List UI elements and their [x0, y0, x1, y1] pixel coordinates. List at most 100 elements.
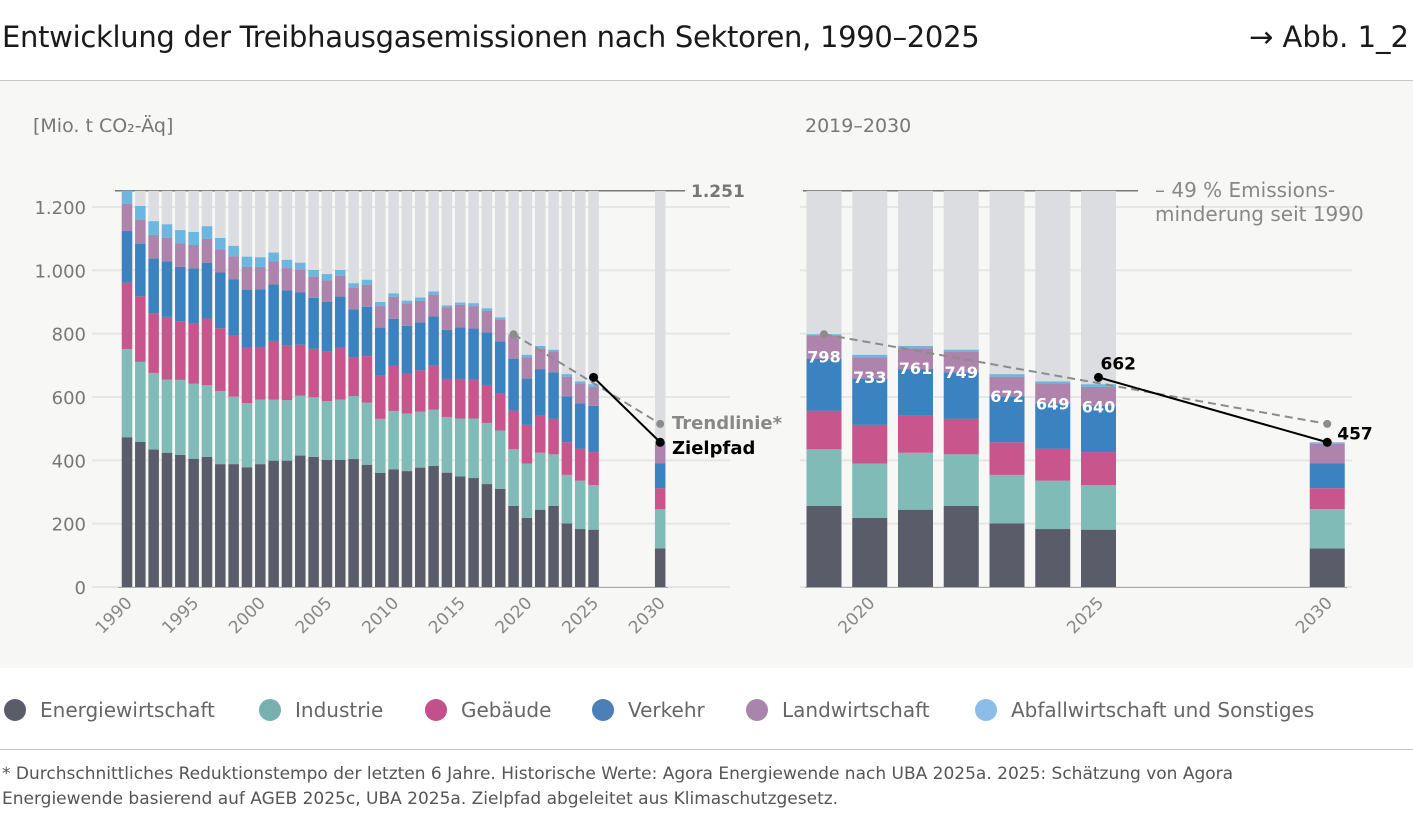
left-bar-segment-verkehr [561, 396, 573, 443]
x-tick-label-right: 2030 [1292, 593, 1337, 638]
left-bar-segment-landwirtschaft [534, 348, 546, 370]
left-bar-segment-gebäude [161, 316, 173, 380]
left-bar-segment-verkehr [268, 284, 279, 341]
left-bar-segment-energiewirtschaft [308, 456, 319, 587]
left-bar-segment-abfallwirtschaft [241, 256, 253, 267]
left-bar-segment-verkehr [428, 316, 439, 366]
left-bar-segment-landwirtschaft [561, 376, 573, 397]
left-bar-segment-verkehr [521, 378, 533, 425]
right-bar-segment-industrie [989, 474, 1025, 524]
left-bar-segment-landwirtschaft [215, 249, 226, 273]
legend-swatch [746, 699, 768, 721]
left-bar-segment-energiewirtschaft [215, 464, 226, 587]
left-bar-segment-landwirtschaft [348, 287, 359, 310]
left-bar-segment-energiewirtschaft [561, 523, 573, 587]
left-bar-segment-abfallwirtschaft [121, 190, 133, 204]
left-bar-segment-landwirtschaft [415, 300, 426, 323]
left-bar-segment-verkehr [335, 296, 346, 348]
left-bar-segment-industrie [255, 399, 266, 465]
left-bar-segment-industrie [494, 430, 506, 489]
left-bar-segment-industrie [281, 400, 293, 461]
left-bar-segment-energiewirtschaft [135, 441, 146, 587]
left-bar-segment-industrie [188, 383, 199, 459]
x-tick-label-left: 2000 [225, 593, 270, 638]
right-bar-segment-verkehr [989, 396, 1025, 443]
left-bar-segment-gebäude [255, 346, 266, 400]
x-tick-label-left: 2015 [425, 593, 470, 638]
left-bar-segment-abfallwirtschaft [401, 300, 413, 304]
right-bar-segment-abfallwirtschaft [989, 374, 1025, 377]
reference-label: 1.251 [691, 182, 745, 202]
left-bar-segment-abfallwirtschaft [375, 301, 386, 307]
footnote-line-2: Energiewende basierend auf AGEB 2025c, U… [2, 789, 839, 809]
left-bar-segment-gebäude [375, 375, 386, 419]
left-bar-segment-energiewirtschaft [428, 466, 439, 587]
right-bar-segment-verkehr [943, 372, 979, 419]
right-bar-segment-landwirtschaft [1035, 383, 1071, 404]
left-bar-segment-energiewirtschaft [508, 505, 519, 587]
right-panel-title: 2019–2030 [805, 115, 911, 137]
right-bar-segment-landwirtschaft [898, 348, 933, 370]
left-bar-segment-industrie [161, 379, 173, 453]
right-bar-segment-gebäude [852, 424, 888, 464]
legend-label: Verkehr [628, 698, 705, 722]
left-bar-segment-industrie [361, 402, 373, 465]
header: Entwicklung der Treibhausgasemissionen n… [0, 0, 1413, 81]
left-bar-segment-abfallwirtschaft [215, 237, 226, 250]
left-bar-segment-landwirtschaft [228, 256, 239, 280]
left-bar-segment-abfallwirtschaft [268, 252, 279, 262]
legend-item: Landwirtschaft [746, 698, 930, 722]
total-label: 749 [945, 363, 978, 382]
left-bar-segment-energiewirtschaft [494, 488, 506, 587]
left-bar-segment-verkehr [588, 405, 599, 453]
page-title: Entwicklung der Treibhausgasemissionen n… [2, 20, 980, 54]
left-bar-segment-landwirtschaft [521, 357, 533, 379]
left-bar-segment-energiewirtschaft [188, 458, 199, 587]
left-bar-segment-industrie [175, 379, 186, 455]
right-bar-segment-landwirtschaft [989, 376, 1025, 397]
left-bar-segment-landwirtschaft [241, 266, 253, 290]
left-bar-segment-abfallwirtschaft [534, 345, 546, 349]
left-bar-segment-landwirtschaft [175, 243, 186, 267]
left-bar-segment-abfallwirtschaft [388, 293, 399, 297]
right-target-path-point [1322, 437, 1332, 447]
left-bar-segment-industrie [308, 397, 319, 457]
right-bar-segment-energiewirtschaft [852, 517, 888, 587]
legend-item: Energiewirtschaft [4, 698, 215, 722]
legend-swatch [259, 699, 281, 721]
left-bar-segment-verkehr [148, 258, 159, 314]
right-bar-segment-energiewirtschaft [1081, 529, 1116, 587]
x-tick-label-right: 2025 [1063, 593, 1108, 638]
left-bar-segment-gebäude [228, 335, 239, 397]
left-bar-segment-landwirtschaft [135, 219, 146, 244]
right-bar-segment-energiewirtschaft [1309, 548, 1345, 587]
total-label: 672 [990, 387, 1023, 406]
left-bar-segment-abfallwirtschaft [588, 384, 599, 387]
right-bar-segment-abfallwirtschaft [1035, 381, 1071, 384]
left-bar-segment-industrie [588, 485, 599, 530]
trendline-label: Trendlinie* [672, 413, 783, 434]
left-bar-segment-gebäude [388, 365, 399, 411]
right-trendline-point [820, 330, 828, 339]
reduction-annotation-line-1: – 49 % Emissions- [1155, 178, 1335, 202]
left-bar-segment-energiewirtschaft [415, 467, 426, 587]
left-bar-segment-gebäude [508, 410, 519, 450]
x-tick-label-right: 2020 [835, 593, 880, 638]
legend-item: Gebäude [425, 698, 551, 722]
left-bar-segment-landwirtschaft [321, 280, 333, 302]
left-bar-segment-gebäude [295, 344, 306, 396]
left-bar-segment-gebäude [241, 347, 253, 403]
left-bar-segment-verkehr [161, 261, 173, 317]
left-bar-segment-abfallwirtschaft [188, 231, 199, 245]
left-bar-segment-industrie [201, 385, 213, 457]
left-bar-segment-landwirtschaft [654, 443, 666, 464]
left-bar-segment-gebäude [361, 356, 373, 403]
x-tick-label-left: 2005 [292, 593, 337, 638]
left-bar-segment-landwirtschaft [308, 276, 319, 298]
target-value-label: 662 [1101, 354, 1137, 374]
right-bar-segment-verkehr [852, 378, 888, 425]
left-bar-segment-gebäude [588, 452, 599, 486]
left-bar-segment-verkehr [441, 329, 453, 379]
left-bar-segment-abfallwirtschaft [201, 226, 213, 239]
left-bar-segment-energiewirtschaft [255, 464, 266, 587]
